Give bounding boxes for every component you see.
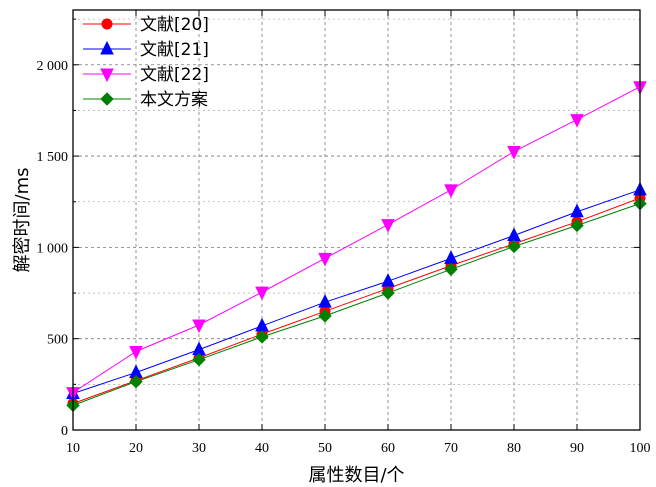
data-point	[381, 273, 395, 287]
x-tick-label: 70	[444, 441, 458, 456]
legend-marker	[101, 18, 113, 30]
y-tick-label: 1 500	[37, 150, 69, 165]
data-point	[255, 286, 269, 301]
data-point	[507, 239, 521, 254]
y-tick-label: 1 000	[37, 241, 69, 256]
data-point	[192, 352, 206, 367]
data-point	[318, 294, 332, 308]
x-tick-label: 90	[570, 441, 584, 456]
y-tick-label: 0	[61, 424, 68, 439]
data-point	[318, 309, 332, 323]
series-4	[66, 196, 647, 413]
x-tick-label: 40	[255, 441, 269, 456]
x-tick-label: 10	[66, 441, 80, 456]
legend-marker	[100, 40, 114, 55]
legend-marker	[100, 92, 114, 106]
series-line	[72, 86, 641, 393]
plot-frame	[72, 9, 641, 431]
data-point	[507, 146, 521, 160]
legend-item: 文献[21]	[83, 40, 209, 60]
x-axis-title: 属性数目/个	[308, 465, 404, 486]
series-3	[66, 81, 647, 401]
data-point	[129, 374, 143, 389]
x-tick-label: 80	[507, 441, 521, 456]
series-line	[72, 203, 641, 406]
data-point	[570, 114, 584, 128]
y-tick-label: 500	[47, 333, 68, 348]
data-point	[255, 330, 269, 344]
legend-label: 本文方案	[140, 90, 208, 110]
data-point	[381, 286, 395, 300]
legend-item: 文献[22]	[83, 65, 209, 85]
x-tick-label: 50	[318, 441, 332, 456]
data-point	[318, 252, 332, 267]
data-point	[570, 203, 584, 218]
data-point	[129, 345, 143, 360]
legend-item: 本文方案	[83, 90, 208, 110]
x-tick-label: 100	[630, 441, 651, 456]
data-point	[381, 219, 395, 233]
legend-marker	[100, 68, 114, 83]
legend-label: 文献[21]	[140, 40, 209, 60]
series-line	[72, 197, 641, 404]
legend-item: 文献[20]	[83, 15, 209, 35]
data-point	[570, 218, 584, 233]
data-point	[444, 262, 458, 277]
x-tick-label: 30	[192, 441, 206, 456]
data-point	[444, 184, 458, 198]
x-tick-label: 20	[129, 441, 143, 456]
x-tick-label: 60	[381, 441, 395, 456]
series-line	[72, 189, 641, 394]
y-tick-label: 2 000	[37, 59, 69, 74]
y-axis-title: 解密时间/ms	[12, 168, 33, 273]
legend-label: 文献[20]	[140, 15, 209, 35]
legend-label: 文献[22]	[140, 65, 209, 85]
legend: 文献[20] 文献[21] 文献[22] 本文方案	[83, 15, 209, 110]
data-point	[192, 319, 206, 334]
